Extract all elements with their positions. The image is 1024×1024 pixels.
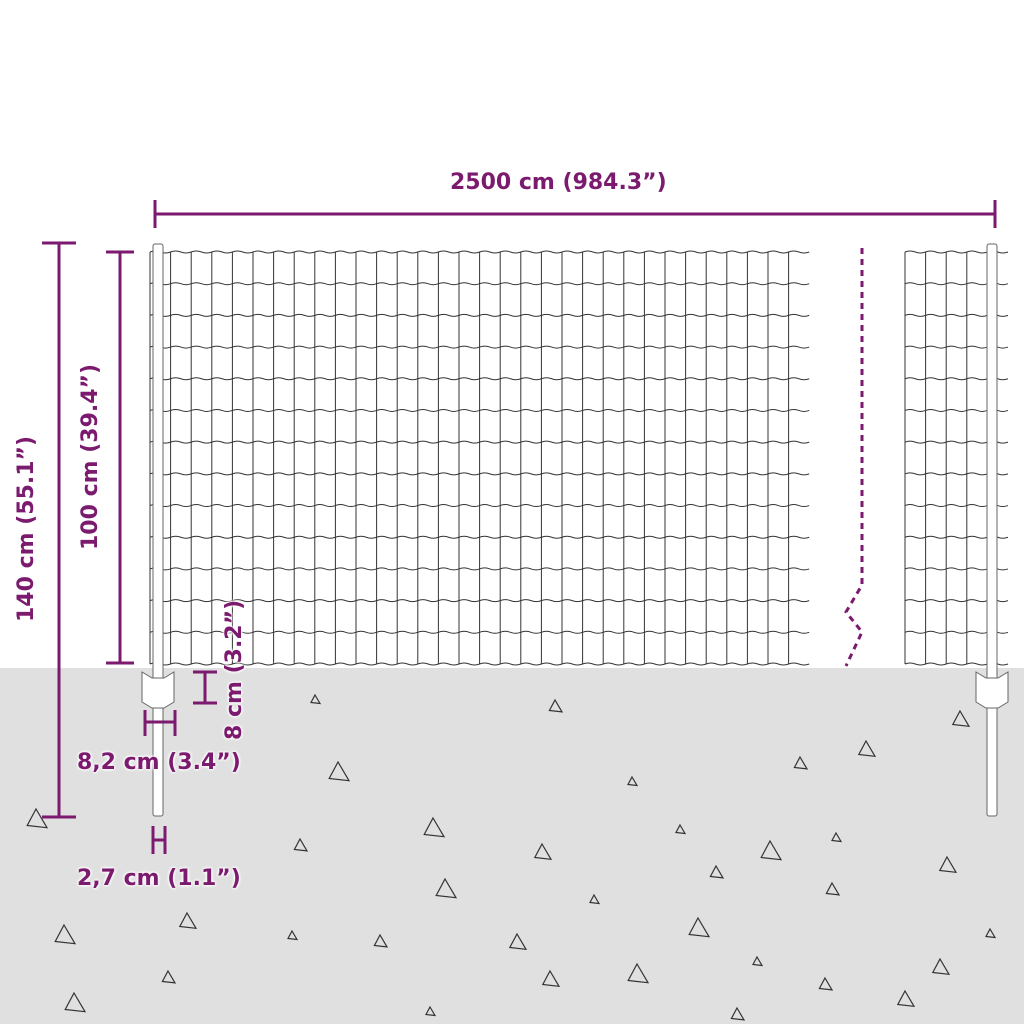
plate-width-label: 8,2 cm (3.4”) xyxy=(77,750,241,775)
mesh-wire-horizontal xyxy=(149,377,810,381)
mesh-wire-horizontal xyxy=(149,535,810,539)
mesh-wire-horizontal xyxy=(149,345,810,349)
stone xyxy=(328,760,351,782)
stone xyxy=(931,957,951,976)
stone xyxy=(709,864,725,879)
stone xyxy=(178,911,198,930)
stone xyxy=(310,693,322,705)
total-height-dimension-line xyxy=(42,241,76,819)
length-dimension-line xyxy=(153,200,997,228)
stone xyxy=(793,755,809,770)
stone xyxy=(533,842,553,861)
length-label: 2500 cm (984.3”) xyxy=(450,170,667,195)
mesh-wire-horizontal xyxy=(149,504,810,508)
stone xyxy=(425,1005,437,1017)
stone xyxy=(951,709,971,728)
stone xyxy=(831,831,843,843)
mesh-wire-horizontal xyxy=(149,599,810,603)
stone xyxy=(293,837,309,852)
stone xyxy=(26,807,49,829)
stone xyxy=(589,893,601,905)
stone xyxy=(818,976,834,991)
post-width-dimension-line xyxy=(151,826,167,854)
stone xyxy=(541,969,561,988)
stone xyxy=(985,927,997,939)
mesh-wire-horizontal xyxy=(149,440,810,444)
mesh-wire-horizontal xyxy=(149,662,810,666)
fence-height-label: 100 cm (39.4”) xyxy=(78,363,103,550)
mesh-wire-horizontal xyxy=(149,282,810,286)
stone xyxy=(54,923,77,945)
stone xyxy=(423,816,446,838)
base-plate xyxy=(141,671,175,709)
stone xyxy=(627,962,650,984)
plate-height-dimension-line xyxy=(193,670,217,705)
stone xyxy=(730,1006,746,1021)
dimension-lines xyxy=(42,200,997,854)
stone xyxy=(688,916,711,938)
stone xyxy=(548,698,564,713)
stone xyxy=(857,739,877,758)
stone xyxy=(508,932,528,951)
stone xyxy=(675,823,687,835)
stone xyxy=(373,933,389,948)
stone xyxy=(938,855,958,874)
mesh-wire-horizontal xyxy=(149,630,810,634)
mesh-wire-horizontal xyxy=(149,567,810,571)
fence-height-dimension-line xyxy=(106,250,134,665)
stone xyxy=(161,969,177,984)
stone xyxy=(896,989,916,1008)
fence-post xyxy=(152,243,164,817)
plate-height-label: 8 cm (3.2”) xyxy=(222,599,247,740)
mesh-wire-horizontal xyxy=(149,472,810,476)
mesh-wire-horizontal xyxy=(149,408,810,412)
mesh-wire-horizontal xyxy=(149,250,810,254)
stone xyxy=(825,881,841,896)
plate-width-dimension-line xyxy=(143,710,177,736)
ground-stones xyxy=(26,693,997,1021)
stone xyxy=(64,991,87,1013)
wire-mesh xyxy=(149,250,1009,666)
fence-post xyxy=(986,243,998,817)
fence-posts xyxy=(141,243,1009,817)
ground xyxy=(0,668,1024,1024)
mesh-wire-horizontal xyxy=(149,313,810,317)
stone xyxy=(627,775,639,787)
stone xyxy=(752,955,764,967)
stone xyxy=(760,839,783,861)
base-plate xyxy=(975,671,1009,709)
total-height-label: 140 cm (55.1”) xyxy=(14,435,39,622)
break-line xyxy=(844,248,864,667)
stone xyxy=(287,929,299,941)
stone xyxy=(435,877,458,899)
post-width-label: 2,7 cm (1.1”) xyxy=(77,866,241,891)
